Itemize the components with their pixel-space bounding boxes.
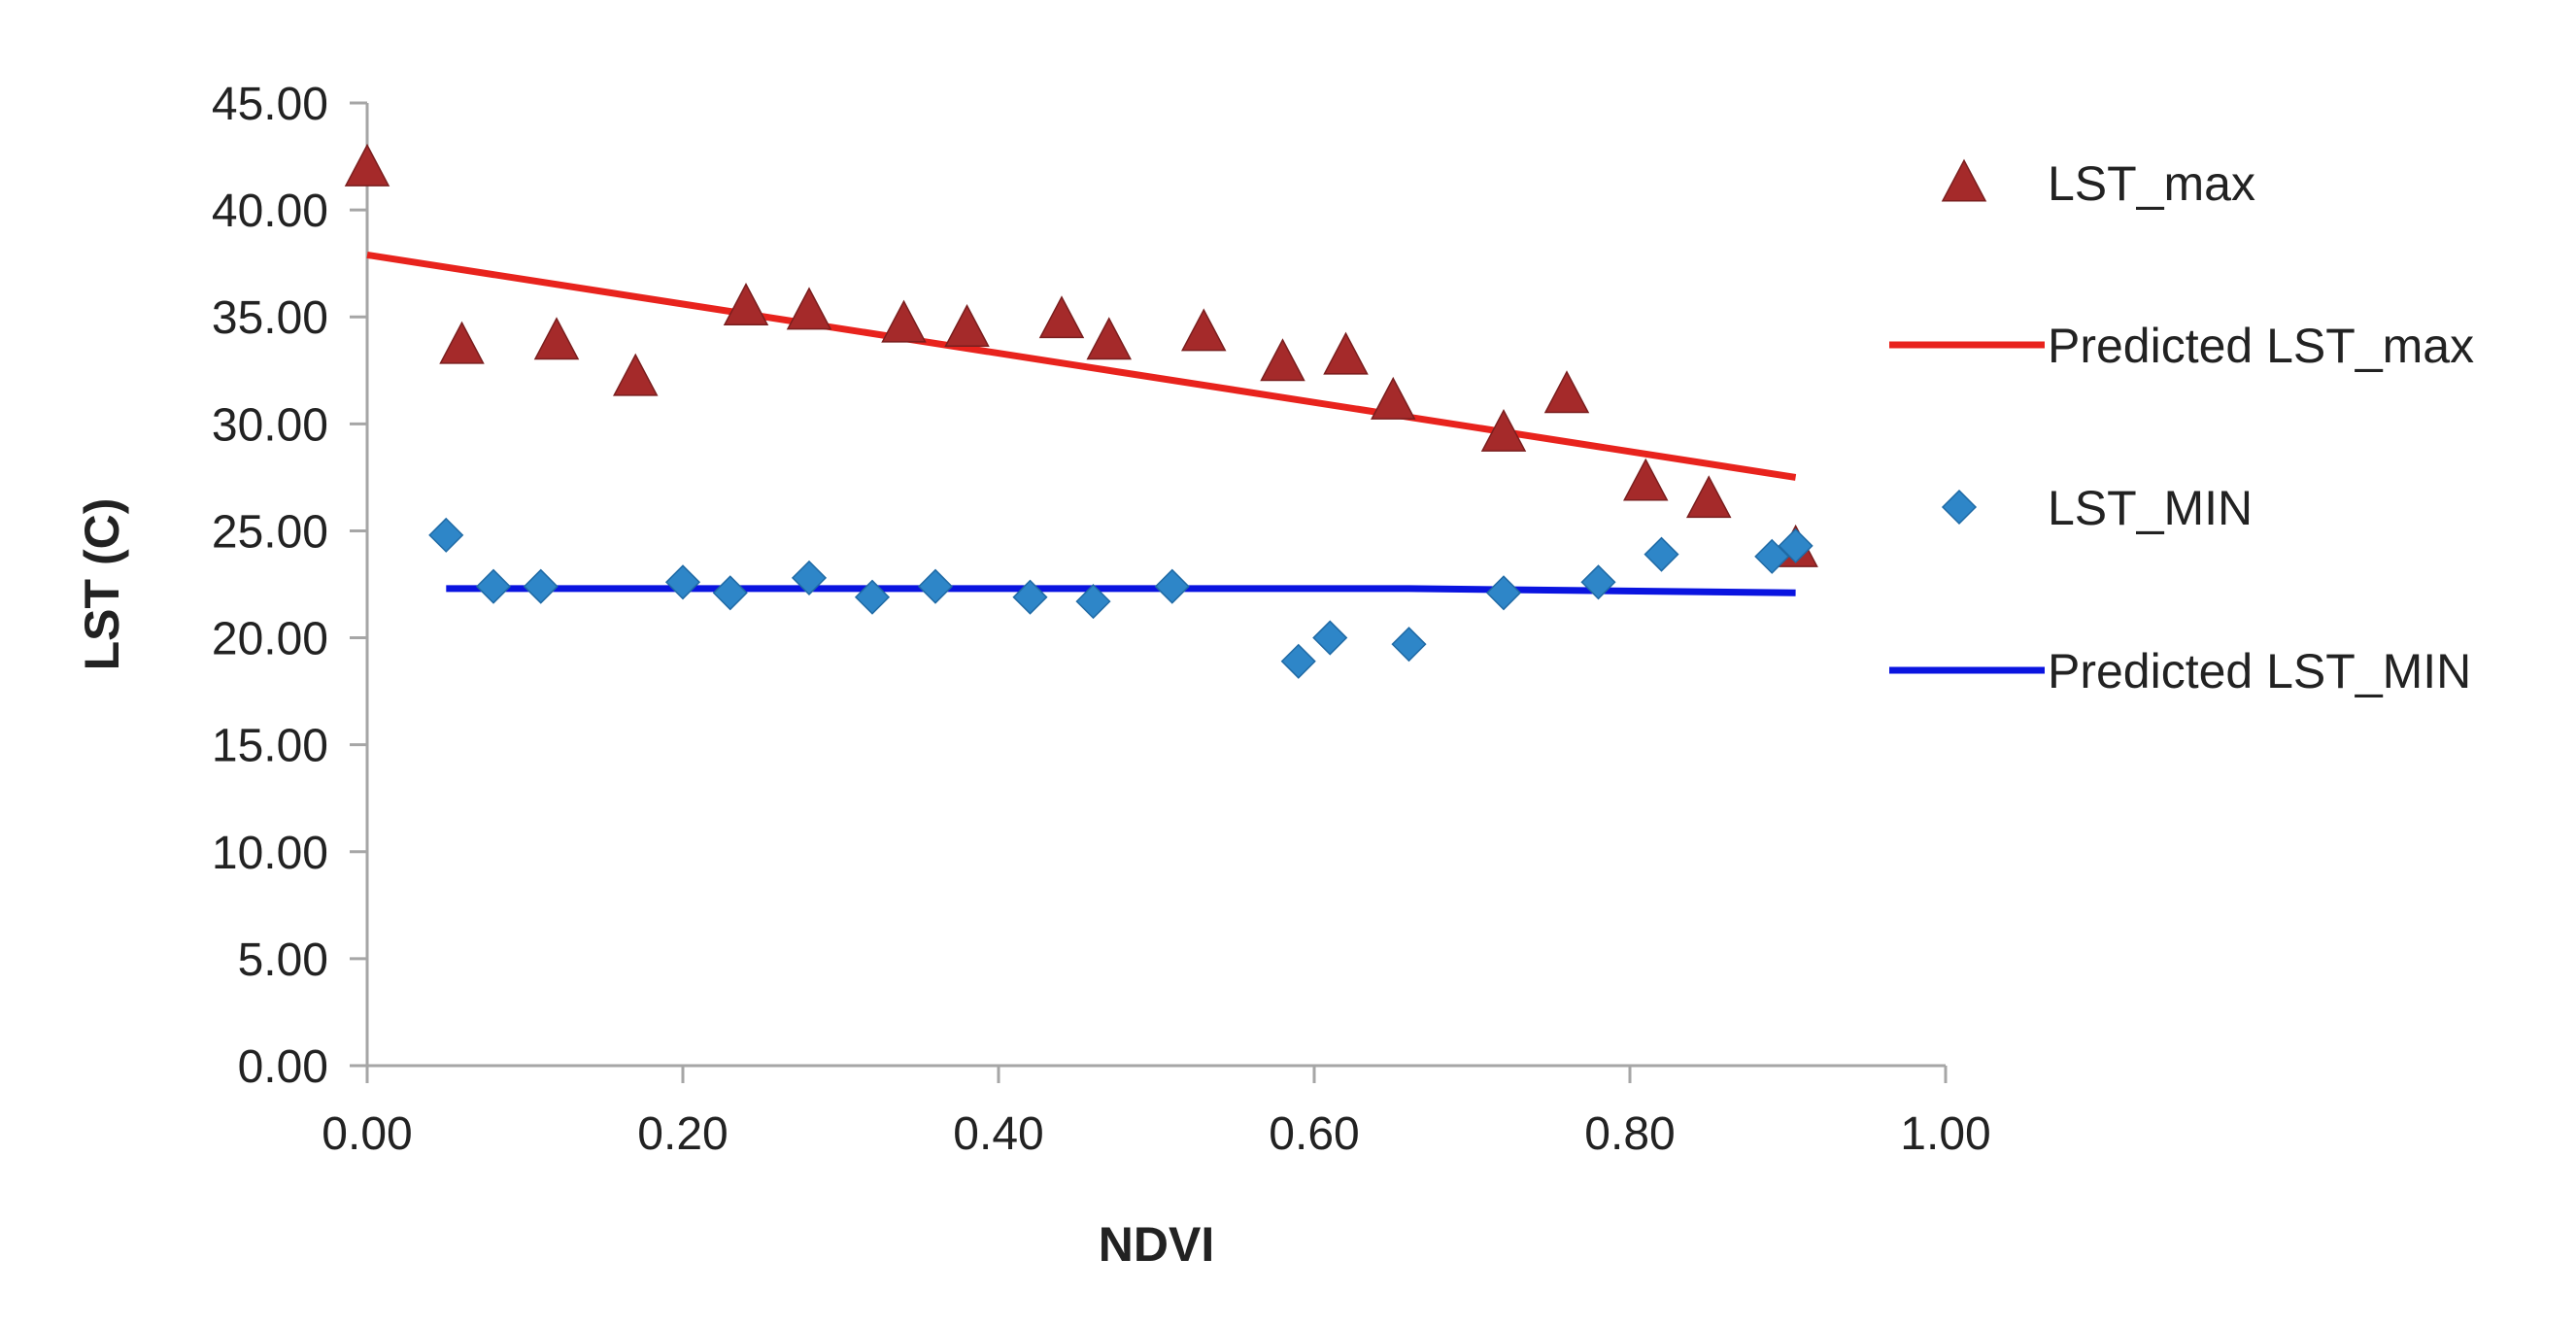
lst-max-point xyxy=(533,317,580,360)
y-axis-title: LST (C) xyxy=(75,498,129,671)
lst-max-point xyxy=(1260,338,1305,382)
lst-min-point xyxy=(428,517,464,553)
lst-min-point xyxy=(475,568,512,604)
lst-min-point xyxy=(1312,620,1348,656)
legend: LST_max Predicted LST_max LST_MIN Predicted… xyxy=(1889,156,2474,698)
lst-min-point xyxy=(1075,584,1111,620)
legend-lst-min-label: LST_MIN xyxy=(2048,481,2253,535)
lst-max-point xyxy=(344,143,390,187)
y-tick-label: 35.00 xyxy=(212,292,328,344)
lst-min-point xyxy=(1280,643,1316,679)
lst-min-point xyxy=(712,575,748,611)
x-tick-label: 1.00 xyxy=(1900,1108,1990,1160)
lst-max-point xyxy=(1480,408,1527,452)
lst-max-point xyxy=(613,353,659,396)
predicted-lst-max-line xyxy=(366,251,1797,481)
legend-predicted-lst-min-label: Predicted LST_MIN xyxy=(2048,644,2471,698)
data-points xyxy=(344,143,1818,679)
predicted-lst-min-line xyxy=(446,585,1796,596)
x-tick-label: 0.60 xyxy=(1269,1108,1359,1160)
axes: 0.00 5.00 10.00 15.00 20.00 25.00 30.00 35.00 40… xyxy=(75,79,1991,1272)
lst-max-point xyxy=(439,321,485,364)
legend-predicted-lst-max-label: Predicted LST_max xyxy=(2048,319,2474,373)
lst-max-point xyxy=(1323,331,1369,375)
lst-min-point xyxy=(1778,527,1813,563)
lst-min-point xyxy=(1012,579,1048,615)
lst-min-point xyxy=(854,579,891,615)
trend-lines xyxy=(366,251,1797,596)
legend-lst-max-swatch xyxy=(1941,158,1987,202)
x-tick-label: 0.40 xyxy=(953,1108,1043,1160)
lst-max-point xyxy=(1371,376,1416,420)
lst-max-point xyxy=(881,299,927,343)
lst-max-point xyxy=(1181,308,1227,352)
lst-max-point xyxy=(1623,458,1669,501)
y-tick-label: 15.00 xyxy=(212,721,328,772)
lst-max-point xyxy=(1543,370,1590,414)
lst-max-point xyxy=(1686,475,1732,519)
x-tick-label: 0.20 xyxy=(637,1108,728,1160)
y-tick-label: 0.00 xyxy=(238,1041,328,1093)
x-tick-label: 0.80 xyxy=(1584,1108,1675,1160)
x-tick-label: 0.00 xyxy=(322,1108,412,1160)
lst-min-point xyxy=(917,568,954,604)
lst-max-point xyxy=(786,287,832,330)
legend-lst-max-label: LST_max xyxy=(2048,156,2255,211)
lst-min-point xyxy=(523,568,559,604)
lst-min-point xyxy=(664,564,701,600)
lst-min-point xyxy=(1754,538,1790,574)
y-tick-label: 45.00 xyxy=(212,79,328,130)
lst-min-point xyxy=(1391,627,1427,663)
lst-min-point xyxy=(791,560,828,595)
y-tick-label: 25.00 xyxy=(212,506,328,558)
lst-min-point xyxy=(1154,568,1190,604)
y-tick-label: 10.00 xyxy=(212,828,328,879)
lst-max-point xyxy=(1038,295,1085,339)
y-tick-label: 20.00 xyxy=(212,614,328,665)
lst-min-point xyxy=(1485,575,1522,611)
lst-max-point xyxy=(1086,317,1132,360)
x-axis-title: NDVI xyxy=(1099,1217,1214,1272)
lst-min-point xyxy=(1580,564,1616,600)
legend-lst-min-swatch xyxy=(1941,489,1978,526)
lst-min-point xyxy=(1644,536,1679,572)
lst-max-point xyxy=(944,304,990,347)
lst-max-point xyxy=(723,283,769,325)
y-tick-label: 40.00 xyxy=(212,186,328,237)
y-tick-label: 30.00 xyxy=(212,399,328,451)
y-tick-label: 5.00 xyxy=(238,935,328,986)
